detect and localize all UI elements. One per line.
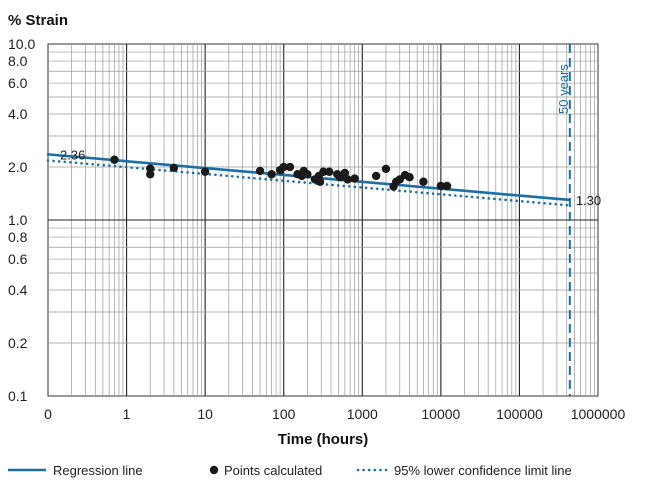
y-tick-label: 0.6 xyxy=(8,251,28,267)
y-tick-label: 2.0 xyxy=(8,159,28,175)
y-tick-label: 0.2 xyxy=(8,335,28,351)
data-point xyxy=(350,174,359,183)
legend-points-label: Points calculated xyxy=(224,463,322,478)
x-tick-label: 1000 xyxy=(347,406,378,422)
x-tick-label: 100000 xyxy=(496,406,543,422)
data-point xyxy=(381,164,391,174)
x-tick-label: 10 xyxy=(197,406,213,422)
x-tick-label: 10000 xyxy=(421,406,460,422)
confidence-limit-line xyxy=(46,159,572,207)
y-tick-label: 10.0 xyxy=(8,36,35,52)
data-point xyxy=(285,162,295,172)
data-point xyxy=(169,163,179,172)
data-point xyxy=(110,155,119,164)
data-point xyxy=(325,167,334,176)
chart-grid xyxy=(47,43,599,397)
end-value-label: 1.30 xyxy=(576,193,601,208)
data-point xyxy=(419,177,428,186)
chart-legend: Regression line Points calculated 95% lowe… xyxy=(8,463,572,478)
data-point xyxy=(200,167,210,176)
data-point xyxy=(442,181,452,191)
start-value-label: 2.36 xyxy=(60,147,85,162)
legend-regression-label: Regression line xyxy=(53,463,143,478)
y-tick-label: 0.4 xyxy=(8,282,28,298)
x-axis-title: Time (hours) xyxy=(278,431,369,448)
legend-confidence-label: 95% lower confidence limit line xyxy=(394,463,572,478)
y-tick-label: 4.0 xyxy=(8,106,28,122)
fifty-years-label: 50 years xyxy=(556,64,571,114)
data-point xyxy=(319,167,328,176)
y-tick-label: 8.0 xyxy=(8,53,28,69)
y-axis-title: % Strain xyxy=(8,12,68,29)
chart-points xyxy=(110,155,452,191)
data-point xyxy=(255,166,265,176)
y-tick-label: 1.0 xyxy=(8,212,28,228)
data-point xyxy=(279,162,288,172)
data-point xyxy=(315,177,325,186)
data-point xyxy=(303,170,312,179)
x-tick-labels: 0 1 10 100 1000 10000 100000 1000000 xyxy=(44,406,625,422)
x-tick-label: 100 xyxy=(272,406,296,422)
data-point xyxy=(371,171,381,181)
y-tick-label: 0.8 xyxy=(8,229,28,245)
data-point xyxy=(343,175,352,184)
data-point xyxy=(340,168,350,178)
y-tick-label: 6.0 xyxy=(8,75,28,91)
x-tick-label: 1000000 xyxy=(571,406,626,422)
data-point xyxy=(405,173,414,182)
x-tick-label: 0 xyxy=(44,406,52,422)
data-point xyxy=(267,170,276,179)
x-tick-label: 1 xyxy=(123,406,131,422)
y-tick-labels: 10.08.0 6.0 4.0 2.0 1.00.8 0.6 0.4 0.2 0.1 xyxy=(8,36,35,404)
data-point xyxy=(436,181,446,191)
data-point xyxy=(146,170,155,179)
chart-annotations: 2.36 1.30 xyxy=(60,147,601,208)
y-tick-label: 0.1 xyxy=(8,388,28,404)
legend-points-swatch xyxy=(209,465,219,475)
